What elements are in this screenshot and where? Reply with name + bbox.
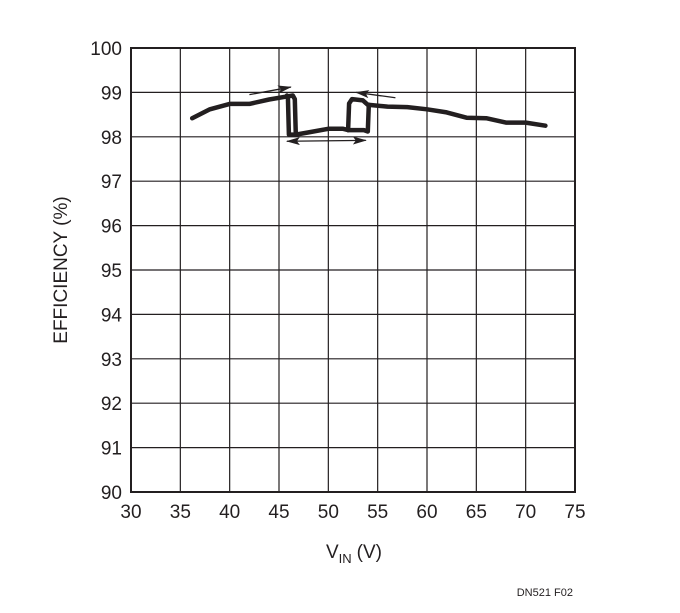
x-tick-label: 55 <box>367 502 388 523</box>
x-axis-title: VIN (V) <box>326 542 382 566</box>
y-tick-label: 94 <box>101 305 123 326</box>
annotation-arrow <box>249 85 292 96</box>
annotations <box>249 85 396 146</box>
efficiency-curve <box>284 93 299 137</box>
y-tick-label: 91 <box>101 439 122 460</box>
x-tick-label: 40 <box>219 502 240 523</box>
x-tick-label: 70 <box>515 502 536 523</box>
y-tick-label: 90 <box>101 483 122 504</box>
y-tick-label: 93 <box>101 350 122 371</box>
y-tick-label: 99 <box>101 83 122 104</box>
x-tick-label: 50 <box>318 502 339 523</box>
annotation-arrow <box>285 136 367 146</box>
y-tick-label: 95 <box>101 261 122 282</box>
y-tick-label: 100 <box>90 39 122 60</box>
annotation-arrow <box>354 90 396 99</box>
y-tick-label: 98 <box>101 128 122 149</box>
x-tick-label: 35 <box>170 502 191 523</box>
plot-area <box>130 47 576 493</box>
y-tick-label: 96 <box>101 217 122 238</box>
x-tick-label: 60 <box>416 502 437 523</box>
figure-footnote: DN521 F02 <box>517 587 573 599</box>
x-axis-title-subscript: IN <box>339 551 352 566</box>
y-axis-title: EFFICIENCY (%) <box>51 196 72 343</box>
x-tick-label: 65 <box>466 502 487 523</box>
x-tick-label: 30 <box>120 502 141 523</box>
x-tick-label: 75 <box>564 502 585 523</box>
efficiency-curve <box>345 102 372 134</box>
x-axis-ticks: 30 35 40 45 50 55 60 65 70 75 <box>120 502 585 523</box>
x-axis-title-main: V <box>326 542 339 563</box>
y-tick-label: 92 <box>101 394 122 415</box>
x-axis-title-unit: (V) <box>357 542 382 563</box>
x-tick-label: 45 <box>268 502 289 523</box>
y-tick-label: 97 <box>101 172 122 193</box>
efficiency-curve <box>189 93 548 137</box>
series-group <box>189 93 548 137</box>
y-axis-ticks: 90 91 92 93 94 95 96 97 98 99 100 <box>90 39 122 504</box>
